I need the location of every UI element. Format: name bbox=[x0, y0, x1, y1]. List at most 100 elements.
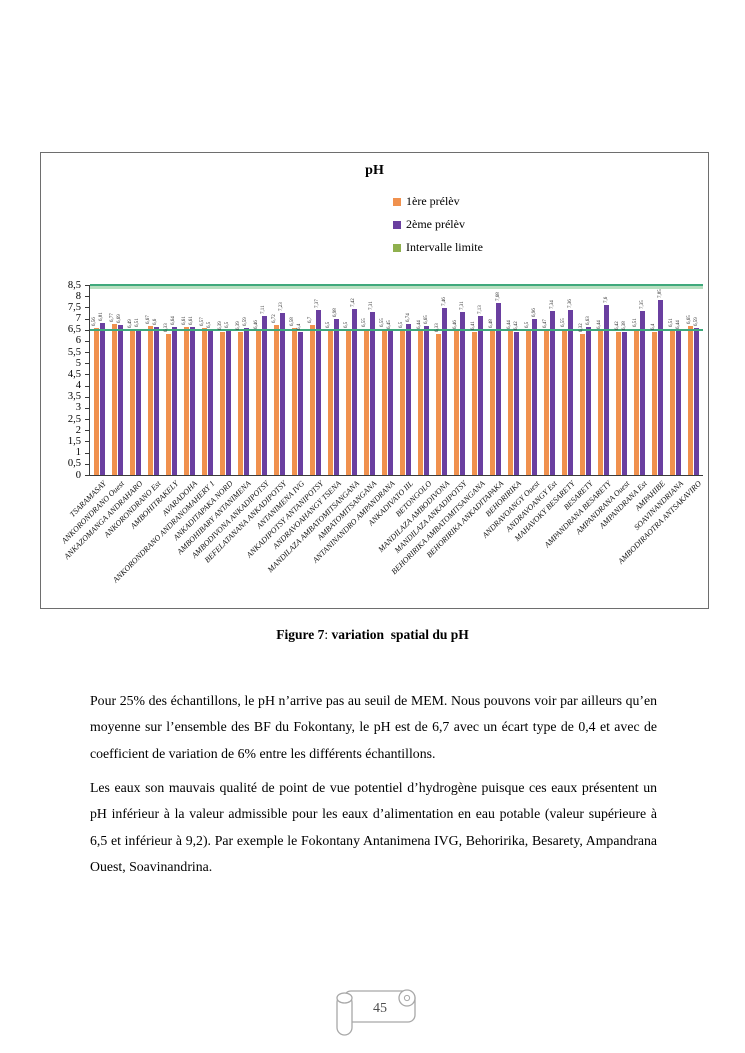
bar-value-label: 6,49 bbox=[128, 319, 134, 328]
bar-1ere-prelev bbox=[598, 331, 604, 475]
bar-2eme-prelev bbox=[658, 299, 664, 475]
bar-value-label: 6,5 bbox=[344, 321, 350, 328]
bar-1ere-prelev bbox=[418, 331, 424, 475]
y-axis-label: 7,5 bbox=[67, 301, 81, 313]
bar-value-label: 6,98 bbox=[333, 308, 339, 317]
y-axis-tick bbox=[85, 374, 89, 376]
bar-2eme-prelev bbox=[478, 315, 484, 475]
bar-value-label: 6,4 bbox=[297, 323, 303, 330]
bar-2eme-prelev bbox=[369, 311, 375, 475]
bar-value-label: 6,57 bbox=[200, 317, 206, 327]
bar-1ere-prelev bbox=[652, 331, 658, 475]
bar-2eme-prelev bbox=[171, 326, 177, 475]
caption-number: Figure 7 bbox=[276, 627, 325, 642]
bar-2eme-prelev bbox=[550, 310, 556, 475]
bar-1ere-prelev bbox=[562, 328, 568, 475]
bar-2eme-prelev bbox=[586, 326, 592, 475]
bar-value-label: 6,38 bbox=[621, 321, 627, 331]
bar-value-label: 7,35 bbox=[639, 299, 645, 309]
bar-value-label: 6,47 bbox=[542, 319, 548, 329]
bar-value-label: 6,55 bbox=[362, 317, 368, 327]
bar-1ere-prelev bbox=[345, 329, 351, 475]
bar-value-label: 6,64 bbox=[171, 315, 177, 325]
y-axis-label: 6,5 bbox=[67, 324, 81, 336]
bar-1ere-prelev bbox=[129, 329, 135, 475]
paragraph-2: Les eaux son mauvais qualité de point de… bbox=[90, 779, 657, 875]
bar-value-label: 6,33 bbox=[164, 322, 170, 332]
scroll-shape-icon: 45 bbox=[336, 989, 416, 1036]
bar-value-label: 6,44 bbox=[416, 320, 422, 330]
chart-title: pH bbox=[365, 163, 384, 178]
bar-2eme-prelev bbox=[424, 326, 430, 475]
bar-value-label: 6,6 bbox=[153, 319, 159, 326]
bar-value-label: 6,4 bbox=[650, 323, 656, 330]
bar-value-label: 7,46 bbox=[441, 297, 447, 307]
y-axis: 0 0,5 1 1,5 2 2,5 3 3,5 4 4,5 5 5,5 6 6,5 7 7,5 8 8,5 bbox=[41, 280, 89, 481]
bar-value-label: 7,85 bbox=[657, 288, 663, 298]
bar-value-label: 6,81 bbox=[99, 312, 104, 321]
bar-2eme-prelev bbox=[189, 327, 195, 475]
y-axis-tick bbox=[85, 307, 89, 309]
bar-1ere-prelev bbox=[436, 333, 442, 475]
bar-value-label: 6,33 bbox=[434, 322, 440, 332]
bar-1ere-prelev bbox=[165, 333, 171, 475]
bar-value-label: 7,68 bbox=[495, 292, 501, 302]
bar-1ere-prelev bbox=[147, 325, 153, 475]
bar-2eme-prelev bbox=[279, 313, 285, 475]
bar-value-label: 6,77 bbox=[110, 312, 116, 322]
bar-1ere-prelev bbox=[363, 328, 369, 475]
bar-value-label: 7,6 bbox=[603, 296, 609, 304]
plot-area: 6,56 6,81 TSARAMASAY 6,77 6,69 ANKORONDRANO O… bbox=[60, 284, 703, 584]
y-axis-tick bbox=[85, 419, 89, 421]
y-axis-tick bbox=[85, 407, 89, 409]
bar-2eme-prelev bbox=[406, 324, 411, 475]
bar-value-label: 6,7 bbox=[308, 317, 314, 324]
bar-value-label: 6,65 bbox=[423, 315, 429, 325]
bar-value-label: 7,23 bbox=[279, 302, 285, 312]
bar-2eme-prelev bbox=[153, 327, 159, 475]
bar-1ere-prelev bbox=[93, 328, 99, 475]
page-number: 45 bbox=[373, 1001, 387, 1016]
bar-1ere-prelev bbox=[273, 324, 279, 475]
bar-value-label: 6,58 bbox=[290, 317, 296, 326]
bar-value-label: 6,51 bbox=[632, 318, 638, 328]
y-axis-tick bbox=[85, 285, 89, 286]
bar-value-label: 6,5 bbox=[524, 321, 530, 328]
caption-text: variation spatial du pH bbox=[331, 627, 469, 642]
bar-2eme-prelev bbox=[694, 327, 700, 475]
y-axis-tick bbox=[85, 329, 89, 331]
y-axis-label: 5,5 bbox=[67, 346, 81, 358]
paragraph-1: Pour 25% des échantillons, le pH n’arriv… bbox=[90, 692, 657, 761]
bar-value-label: 6,55 bbox=[560, 317, 566, 327]
y-axis-label: 4 bbox=[75, 380, 81, 392]
figure-frame: pH 1ère prélèv 2ème prélèv Intervalle li… bbox=[40, 152, 709, 609]
bar-value-label: 6,55 bbox=[380, 317, 386, 327]
figure-caption: Figure 7: variation spatial du pH bbox=[0, 627, 745, 643]
bar-1ere-prelev bbox=[616, 331, 622, 475]
legend-label: 2ème prélèv bbox=[406, 217, 465, 231]
legend-swatch-green bbox=[393, 243, 401, 252]
bar-2eme-prelev bbox=[514, 331, 520, 475]
bar-2eme-prelev bbox=[387, 330, 393, 475]
bar-value-label: 6,44 bbox=[596, 320, 602, 330]
bar-value-label: 6,69 bbox=[117, 314, 123, 324]
bar-value-label: 6,96 bbox=[531, 308, 537, 318]
y-axis-label: 2 bbox=[75, 424, 81, 436]
bar-2eme-prelev bbox=[604, 305, 610, 475]
legend-swatch-orange bbox=[393, 197, 401, 206]
y-axis-tick bbox=[85, 352, 89, 354]
bar-value-label: 6,41 bbox=[470, 320, 476, 330]
bar-value-label: 6,46 bbox=[254, 319, 260, 329]
bar-value-label: 6,39 bbox=[236, 321, 242, 331]
y-axis-label: 8,5 bbox=[67, 279, 81, 291]
bar-1ere-prelev bbox=[201, 328, 207, 475]
bar-2eme-prelev bbox=[640, 310, 646, 475]
bar-value-label: 6,61 bbox=[189, 316, 195, 326]
bar-1ere-prelev bbox=[526, 329, 532, 475]
legend-item-1ere-prelev: 1ère prélèv bbox=[393, 194, 483, 208]
y-axis-tick bbox=[85, 296, 89, 298]
legend-item-2eme-prelev: 2ème prélèv bbox=[393, 217, 483, 231]
bar-value-label: 6,32 bbox=[578, 322, 584, 332]
y-axis-label: 3,5 bbox=[67, 391, 81, 403]
